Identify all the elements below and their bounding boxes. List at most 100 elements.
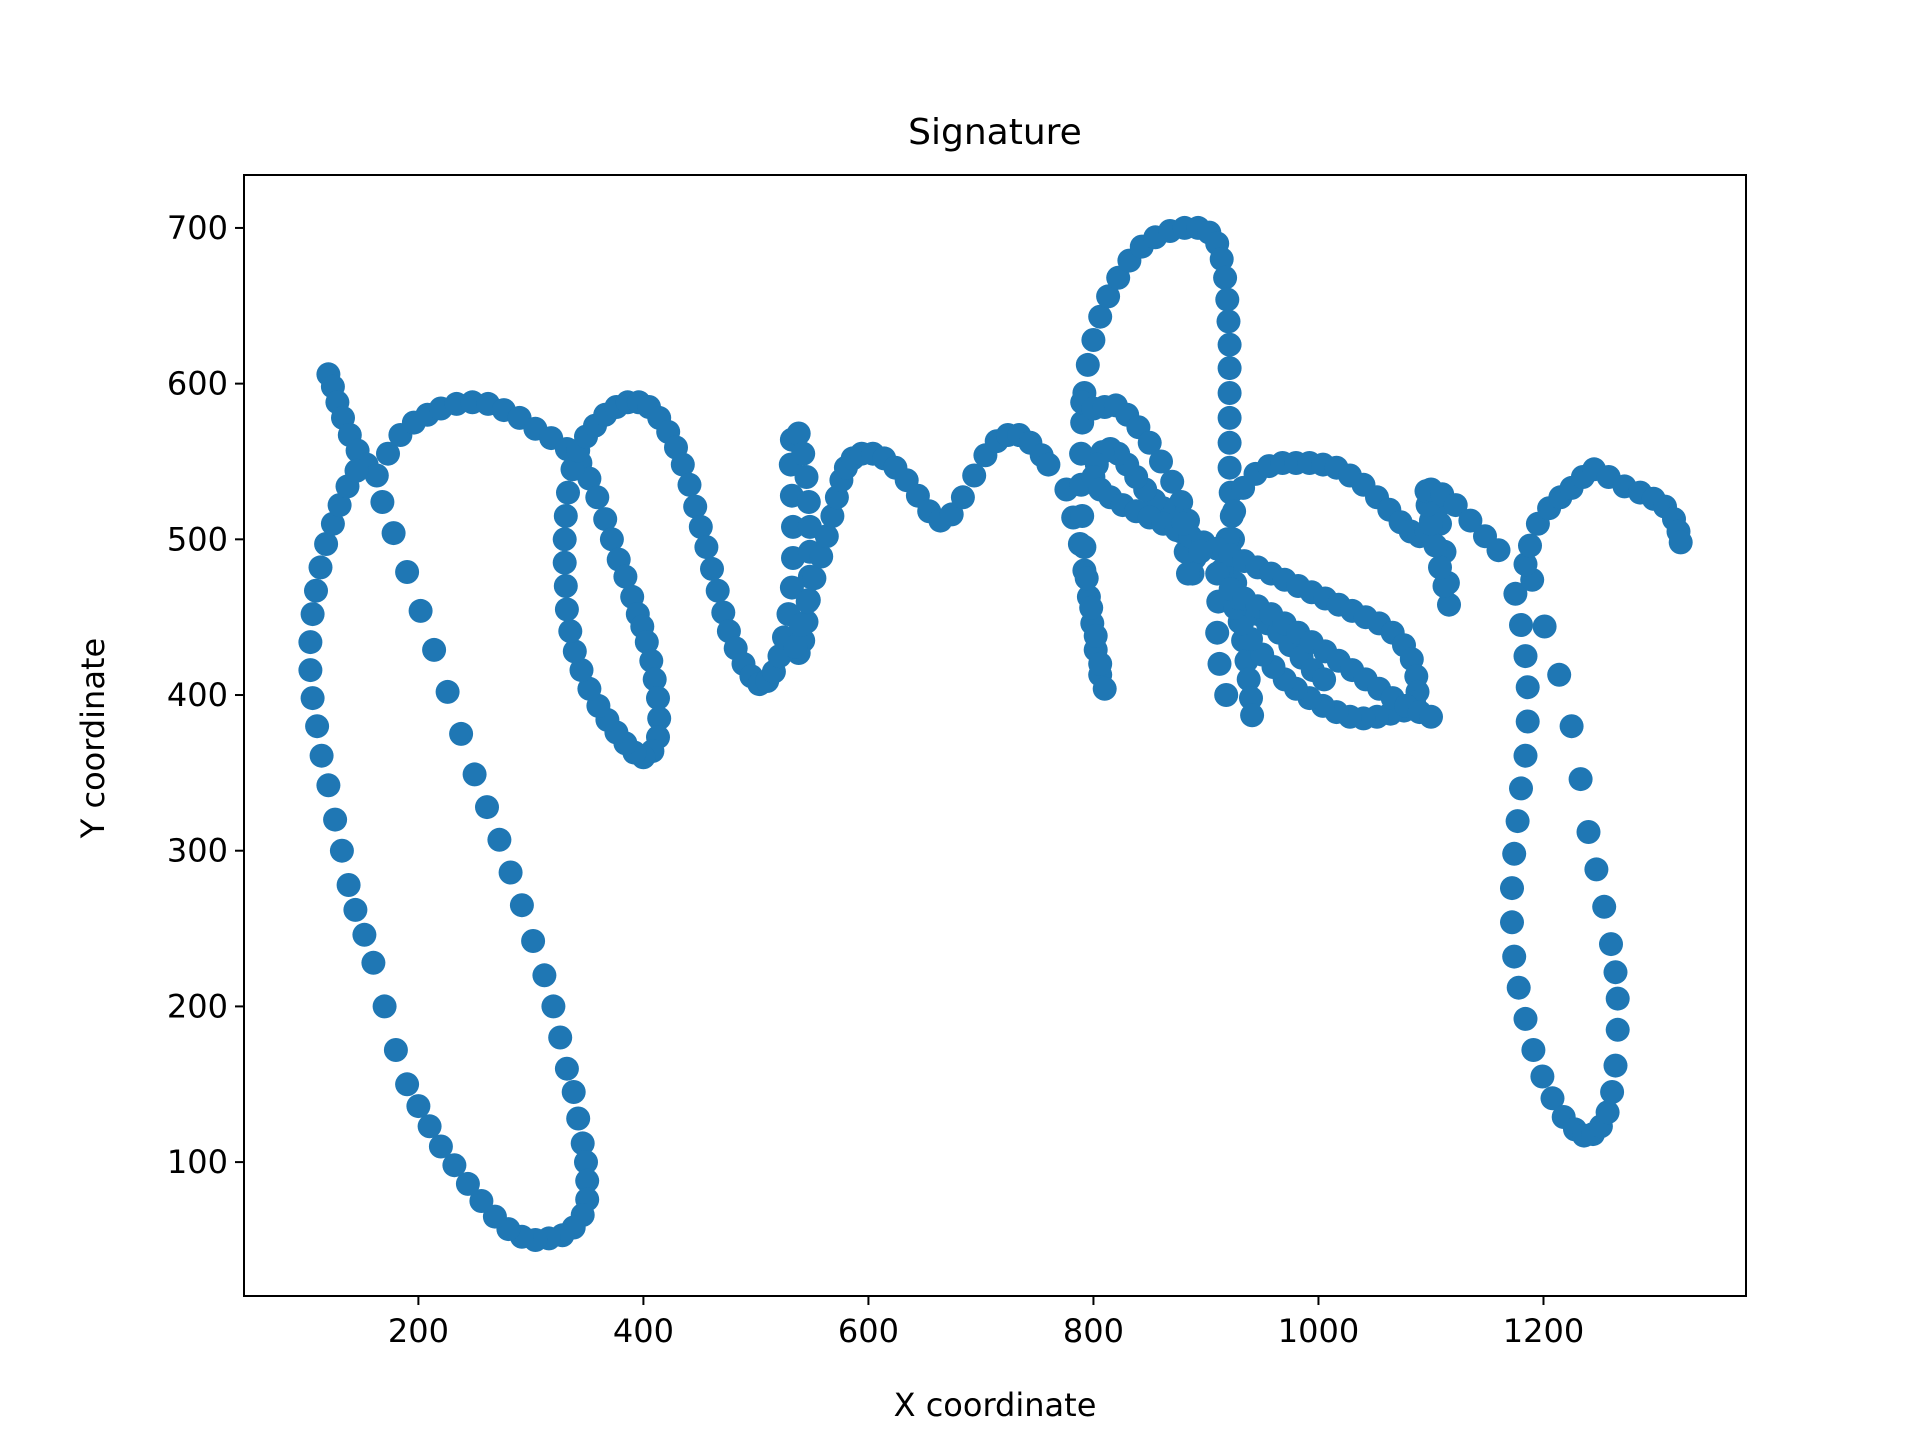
scatter-point	[343, 897, 368, 922]
scatter-point	[352, 922, 377, 947]
scatter-point	[814, 524, 839, 549]
scatter-point	[323, 807, 348, 832]
scatter-point	[794, 465, 819, 489]
scatter-point	[298, 630, 323, 655]
scatter-point	[1668, 530, 1693, 555]
scatter-point	[1217, 455, 1242, 480]
scatter-point	[577, 676, 602, 701]
scatter-point	[1072, 535, 1097, 560]
scatter-point	[1236, 667, 1261, 692]
scatter-point	[1419, 511, 1443, 536]
scatter-point	[455, 1171, 480, 1196]
scatter-point	[1176, 561, 1200, 586]
scatter-point	[370, 490, 395, 514]
scatter-point	[1160, 469, 1185, 494]
scatter-point	[1605, 986, 1630, 1011]
scatter-point	[408, 598, 433, 623]
scatter-point	[558, 619, 583, 644]
scatter-point	[642, 667, 667, 692]
scatter-point	[475, 795, 499, 820]
scatter-point	[1222, 499, 1247, 524]
scatter-point	[1070, 504, 1095, 528]
scatter-point	[1149, 449, 1173, 474]
scatter-point	[521, 929, 546, 953]
scatter-point	[788, 613, 813, 637]
scatter-point	[1216, 309, 1241, 334]
scatter-point	[705, 578, 730, 603]
scatter-point	[1205, 620, 1230, 645]
scatter-point	[1513, 743, 1538, 768]
scatter-point	[1486, 538, 1511, 563]
scatter-point	[487, 827, 512, 852]
scatter-point	[1092, 676, 1117, 701]
scatter-point	[395, 560, 420, 584]
scatter-point	[1088, 651, 1113, 676]
y-tick-label: 600	[167, 365, 228, 403]
scatter-point	[1171, 511, 1196, 536]
scatter-point	[796, 490, 821, 514]
scatter-point	[1603, 960, 1628, 985]
scatter-point	[327, 493, 352, 518]
scatter-point	[1239, 686, 1263, 711]
scatter-point	[950, 485, 975, 510]
scatter-point	[381, 521, 406, 546]
scatter-point	[1458, 508, 1483, 533]
scatter-point	[1083, 623, 1108, 648]
scatter-point	[1217, 356, 1242, 381]
scatter-point	[1205, 561, 1230, 586]
scatter-point	[383, 1038, 408, 1062]
scatter-point	[779, 575, 804, 600]
scatter-point	[781, 514, 805, 539]
scatter-point	[1443, 493, 1468, 518]
scatter-point	[336, 873, 361, 897]
scatter-point	[308, 555, 333, 580]
scatter-point	[585, 485, 610, 510]
scatter-point	[372, 994, 397, 1019]
scatter-point	[1209, 247, 1234, 272]
scatter-point	[700, 556, 724, 581]
scatter-point	[1547, 662, 1572, 687]
plot-frame	[243, 174, 1747, 1297]
scatter-point	[574, 1150, 598, 1175]
scatter-point	[304, 578, 328, 603]
scatter-point	[647, 706, 672, 731]
scatter-point	[694, 535, 719, 560]
y-axis-ticks: 100 200 300 400 500 600 700	[167, 209, 244, 1181]
scatter-point	[553, 574, 578, 598]
scatter-point	[435, 679, 460, 704]
scatter-point	[802, 566, 827, 591]
scatter-point	[1595, 1100, 1620, 1125]
scatter-point	[1213, 265, 1238, 290]
scatter-point	[1540, 1086, 1565, 1111]
y-tick-label: 100	[167, 1143, 228, 1181]
scatter-point	[1515, 709, 1540, 734]
scatter-point	[962, 463, 987, 488]
scatter-point	[1568, 767, 1593, 792]
scatter-point	[562, 639, 587, 664]
scatter-point	[1521, 1038, 1546, 1062]
scatter-point	[1214, 683, 1239, 707]
x-tick-label: 200	[388, 1312, 449, 1350]
scatter-point	[561, 1080, 586, 1104]
scatter-point	[1081, 328, 1106, 352]
scatter-point	[1088, 304, 1113, 329]
scatter-point	[683, 494, 708, 519]
scatter-point	[298, 658, 323, 683]
scatter-point	[462, 762, 487, 787]
scatter-point	[786, 421, 811, 446]
scatter-point	[300, 686, 325, 711]
scatter-point	[554, 597, 579, 622]
scatter-point	[1075, 352, 1100, 377]
scatter-point	[1518, 533, 1542, 558]
scatter-point	[1312, 667, 1337, 692]
scatter-point	[688, 514, 713, 539]
scatter-point	[422, 637, 447, 662]
scatter-point	[1500, 910, 1524, 935]
scatter-point	[1506, 975, 1531, 1000]
x-axis-ticks: 200 400 600 800 1000 1200	[388, 1296, 1584, 1350]
scatter-point	[613, 564, 638, 589]
scatter-point	[1217, 381, 1242, 405]
y-axis-label: Y coordinate	[74, 638, 112, 839]
scatter-point	[570, 1131, 595, 1156]
scatter-point	[1437, 592, 1461, 617]
